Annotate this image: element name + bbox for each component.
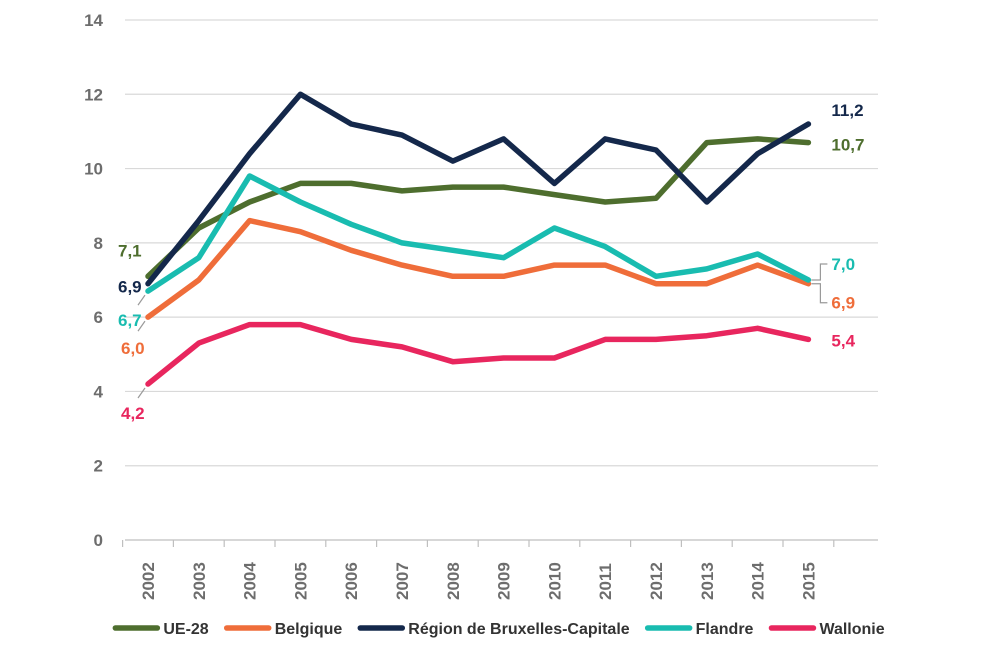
y-axis-ticks: 0 2 4 6 8 10 12 14 — [84, 11, 103, 550]
series-line — [145, 173, 812, 294]
leader-line — [137, 294, 146, 306]
x-tick-label: 2014 — [749, 562, 768, 600]
legend-item: Région de Bruxelles-Capitale — [357, 621, 630, 638]
leader-line — [137, 387, 146, 399]
x-tick-label: 2002 — [139, 562, 158, 600]
end-value-label: 10,7 — [831, 136, 864, 155]
x-tick-label: 2003 — [190, 562, 209, 600]
y-tick-label: 12 — [84, 85, 103, 104]
y-tick-label: 0 — [94, 531, 103, 550]
x-tick-label: 2009 — [495, 562, 514, 600]
legend-label: Belgique — [275, 621, 343, 638]
x-tick-label: 2004 — [241, 562, 260, 600]
legend-label: UE-28 — [163, 621, 208, 638]
x-tick-label: 2005 — [291, 562, 310, 600]
end-value-label: 6,9 — [831, 294, 855, 313]
leader-line — [137, 320, 146, 332]
y-tick-label: 4 — [94, 382, 104, 401]
end-value-label: 7,0 — [831, 255, 855, 274]
legend-item: Wallonie — [768, 621, 885, 638]
legend-item: UE-28 — [112, 621, 209, 638]
axes — [121, 539, 878, 547]
start-value-label: 7,1 — [118, 241, 142, 260]
x-tick-label: 2010 — [545, 562, 564, 600]
end-value-label: 11,2 — [831, 101, 863, 120]
series-line — [145, 136, 812, 280]
x-tick-label: 2008 — [444, 562, 463, 600]
series-line — [145, 217, 812, 320]
y-tick-label: 2 — [94, 457, 103, 476]
legend-label: Wallonie — [819, 621, 884, 638]
series-line — [145, 91, 812, 287]
series-lines — [145, 91, 812, 387]
legend-item: Flandre — [644, 621, 754, 638]
legend-item: Belgique — [223, 621, 343, 638]
y-tick-label: 14 — [84, 11, 103, 30]
data-labels: 7,1 10,7 6,0 6,9 6,9 11,2 6,7 7,0 4,2 5,4 — [118, 101, 864, 423]
start-value-label: 6,0 — [121, 339, 145, 358]
y-tick-label: 6 — [94, 308, 103, 327]
x-tick-label: 2007 — [393, 562, 412, 600]
gridlines — [125, 19, 878, 467]
y-tick-label: 10 — [84, 160, 103, 179]
x-tick-label: 2012 — [647, 562, 666, 600]
leader-line — [811, 283, 828, 304]
series-line — [145, 321, 812, 387]
leader-line — [811, 263, 828, 281]
x-axis-ticks: 2002 2003 2004 2005 2006 2007 2008 2009 2010 2011… — [139, 562, 818, 600]
start-value-label: 6,7 — [118, 311, 142, 330]
start-value-label: 4,2 — [121, 404, 145, 423]
x-tick-label: 2006 — [342, 562, 361, 600]
x-tick-label: 2011 — [596, 563, 615, 600]
x-tick-label: 2015 — [799, 562, 818, 600]
legend: UE-28 Belgique Région de Bruxelles-Capital… — [112, 621, 885, 638]
end-value-label: 5,4 — [831, 331, 855, 350]
start-value-label: 6,9 — [118, 278, 142, 297]
legend-label: Flandre — [696, 621, 754, 638]
x-tick-label: 2013 — [698, 562, 717, 600]
legend-label: Région de Bruxelles-Capitale — [408, 621, 629, 638]
y-tick-label: 8 — [94, 234, 103, 253]
